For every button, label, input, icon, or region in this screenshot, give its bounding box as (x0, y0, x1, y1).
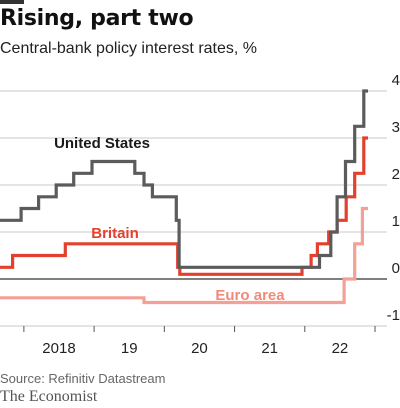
y-tick-label: 0 (392, 260, 400, 277)
gridlines (0, 90, 387, 327)
series-label-euro-area: Euro area (215, 287, 285, 304)
series-line-britain (0, 136, 368, 276)
y-tick-label: -1 (387, 307, 400, 324)
chart-title: Rising, part two (0, 6, 194, 31)
series-line-us (0, 89, 368, 269)
brand-tag (0, 0, 24, 4)
x-tick-label: 22 (332, 340, 349, 357)
chart-subtitle: Central-bank policy interest rates, % (0, 40, 257, 57)
publisher-brand: The Economist (0, 388, 98, 405)
series-label-britain: Britain (91, 225, 139, 242)
y-tick-label: 4 (392, 72, 400, 89)
top-rule (0, 0, 400, 4)
y-tick-label: 3 (392, 119, 400, 136)
x-tick-label: 20 (191, 340, 208, 357)
y-axis-labels: -1 0 1 2 3 4 (387, 72, 400, 324)
x-axis: 2018 19 20 21 22 (23, 326, 376, 357)
x-tick-label: 21 (261, 340, 278, 357)
x-tick-label: 2018 (42, 340, 75, 357)
series-line-euro (0, 206, 368, 305)
y-tick-label: 2 (392, 166, 400, 183)
source-note: Source: Refinitiv Datastream (0, 371, 166, 386)
series-label-united-states: United States (54, 135, 150, 152)
x-tick-label: 19 (121, 340, 138, 357)
y-tick-label: 1 (392, 213, 400, 230)
series-lines (0, 89, 368, 305)
